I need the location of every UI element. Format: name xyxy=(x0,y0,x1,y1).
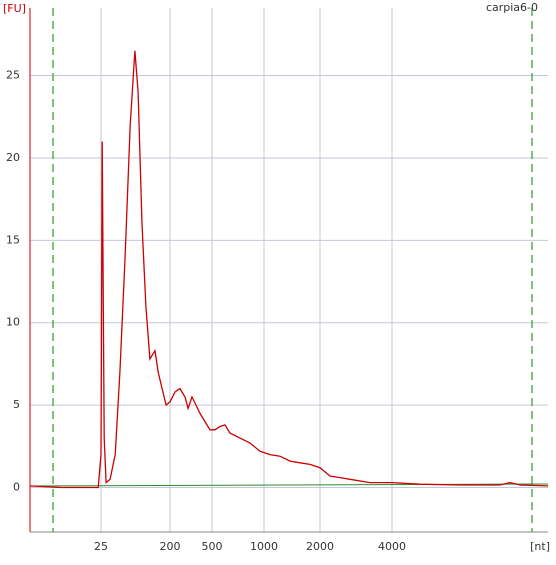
x-tick-label: 200 xyxy=(160,540,181,553)
y-tick-label: 15 xyxy=(6,233,20,246)
y-tick-label: 5 xyxy=(13,398,20,411)
x-axis-label: [nt] xyxy=(530,540,550,553)
x-tick-label: 25 xyxy=(94,540,108,553)
x-tick-label: 2000 xyxy=(306,540,334,553)
y-tick-label: 20 xyxy=(6,151,20,164)
x-tick-label: 4000 xyxy=(378,540,406,553)
grid xyxy=(30,8,548,532)
y-tick-label: 0 xyxy=(13,481,20,494)
chart-title: carpia6-0 xyxy=(486,1,538,14)
y-tick-label: 25 xyxy=(6,69,20,82)
data-line xyxy=(29,50,549,489)
x-tick-label: 1000 xyxy=(250,540,278,553)
x-tick-label: 500 xyxy=(202,540,223,553)
y-tick-label: 10 xyxy=(6,316,20,329)
y-axis-label: [FU] xyxy=(3,2,26,15)
plot-area xyxy=(30,8,548,532)
baseline xyxy=(29,483,549,487)
